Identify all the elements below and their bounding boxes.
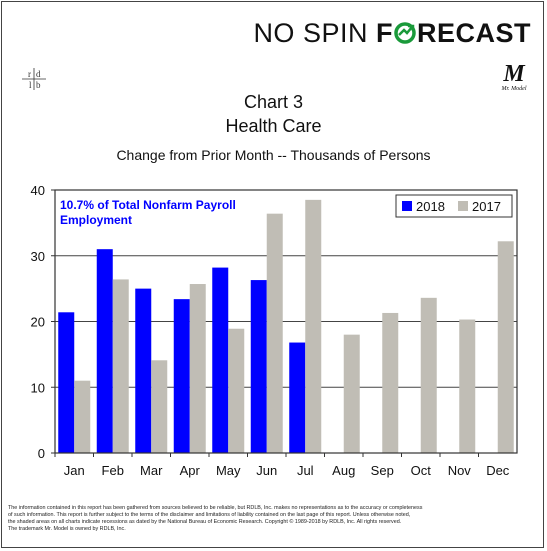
bar-2017-jul: [305, 199, 322, 453]
svg-text:l: l: [29, 80, 32, 90]
legend-swatch-2017: [458, 201, 468, 211]
chart-subtitle-2: Change from Prior Month -- Thousands of …: [116, 147, 431, 163]
brand-part1: NO SPIN: [253, 18, 368, 48]
disclaimer-footnote: The information contained in this report…: [8, 505, 540, 533]
x-tick-label: Aug: [332, 463, 355, 478]
y-tick-label: 0: [38, 446, 45, 461]
annotation-line: Employment: [60, 213, 132, 227]
svg-text:d: d: [36, 69, 41, 79]
footnote-line: The information contained in this report…: [8, 505, 423, 511]
chart-subtitle: Health Care: [225, 116, 322, 136]
svg-text:r: r: [28, 69, 31, 79]
x-tick-label: Jan: [64, 463, 85, 478]
bar-2017-mar: [151, 360, 168, 453]
chart-title: Chart 3: [243, 92, 304, 112]
y-tick-label: 20: [31, 315, 45, 330]
svg-text:b: b: [36, 80, 41, 90]
legend-swatch-2018: [402, 201, 412, 211]
bar-2017-aug: [343, 334, 360, 453]
bar-2017-jun: [266, 213, 283, 453]
x-tick-label: May: [216, 463, 241, 478]
bar-2018-jan: [58, 312, 75, 453]
legend-label-2017: 2017: [472, 199, 501, 214]
brand-logo: NO SPIN F RECAST: [253, 18, 531, 51]
x-tick-label: Mar: [140, 463, 163, 478]
x-tick-label: Dec: [486, 463, 510, 478]
mr-model-caption: Mr. Model: [501, 86, 527, 92]
y-tick-label: 30: [31, 249, 45, 264]
bar-2017-feb: [112, 279, 129, 453]
x-tick-label: Jul: [297, 463, 314, 478]
bar-2017-oct: [420, 297, 437, 453]
brand-part2-prefix: F: [375, 18, 393, 48]
bar-2017-apr: [189, 284, 206, 453]
y-tick-label: 40: [31, 183, 45, 198]
bar-2017-nov: [459, 319, 476, 453]
bar-2018-mar: [135, 288, 152, 453]
x-tick-label: Sep: [371, 463, 394, 478]
x-tick-label: Jun: [256, 463, 277, 478]
bar-2018-jun: [250, 280, 267, 453]
footnote-line: the shaded areas on all charts indicate …: [8, 519, 402, 525]
footnote-line: The trademark Mr. Model is owned by RDLB…: [8, 526, 126, 532]
plot-border: [54, 189, 518, 454]
bar-2018-feb: [96, 249, 113, 453]
annotation-line: 10.7% of Total Nonfarm Payroll: [60, 198, 236, 212]
brand-part2-suffix: RECAST: [416, 18, 531, 48]
mr-model-logo: M Mr. Model: [499, 62, 529, 94]
brand-arrow-icon: [394, 20, 416, 51]
mr-model-mark: M: [503, 61, 525, 87]
x-tick-label: Oct: [411, 463, 432, 478]
footnote-line: of such information. This report is furt…: [8, 512, 411, 518]
x-tick-label: Nov: [448, 463, 472, 478]
legend-box: [395, 194, 513, 218]
bar-2017-sep: [382, 312, 399, 453]
bar-2018-may: [212, 267, 229, 453]
x-tick-label: Feb: [102, 463, 124, 478]
bar-2018-jul: [289, 342, 306, 453]
bar-2017-dec: [497, 241, 514, 453]
rdlb-logo: r d l b: [20, 68, 48, 90]
bar-2017-jan: [74, 380, 91, 453]
x-tick-label: Apr: [180, 463, 201, 478]
legend-label-2018: 2018: [416, 199, 445, 214]
bar-2017-may: [228, 328, 245, 453]
y-tick-label: 10: [31, 380, 45, 395]
bar-2018-apr: [173, 299, 190, 453]
